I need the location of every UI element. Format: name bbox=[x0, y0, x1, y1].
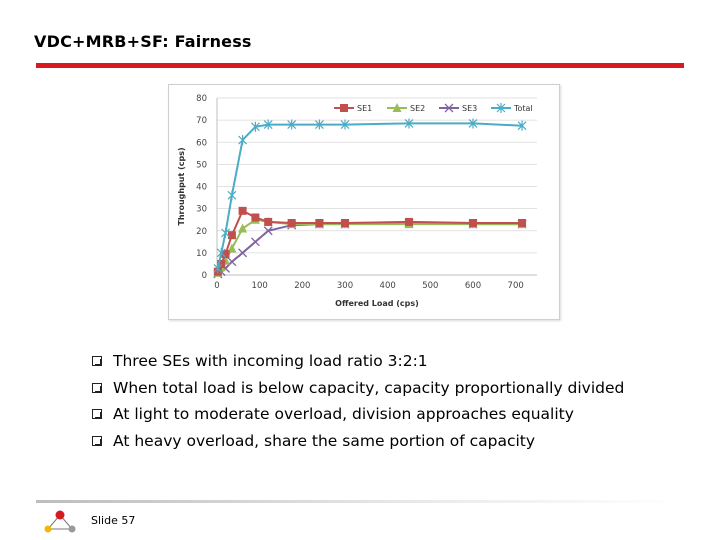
bullet-list: Three SEs with incoming load ratio 3:2:1… bbox=[92, 348, 624, 454]
data-point-total bbox=[314, 119, 324, 130]
data-point-total bbox=[340, 119, 350, 130]
bullet-text: At light to moderate overload, division … bbox=[113, 405, 574, 423]
data-point-se1 bbox=[217, 259, 226, 268]
bullet-text: When total load is below capacity, capac… bbox=[113, 378, 625, 397]
data-point-se1 bbox=[221, 249, 230, 258]
legend-marker-se3 bbox=[444, 103, 454, 113]
y-tick-label: 10 bbox=[196, 249, 207, 259]
data-point-se2 bbox=[227, 243, 237, 253]
data-point-se1 bbox=[405, 217, 413, 226]
data-point-total bbox=[468, 118, 478, 129]
data-point-se1 bbox=[227, 231, 236, 240]
data-point-se1 bbox=[287, 219, 296, 228]
data-point-se1 bbox=[341, 219, 349, 228]
checkbox-bullet-icon bbox=[92, 382, 102, 393]
bullet-item: When total load is below capacity, capac… bbox=[92, 375, 624, 402]
data-point-se1 bbox=[264, 217, 273, 226]
data-point-total bbox=[263, 119, 273, 130]
bullet-item: Three SEs with incoming load ratio 3:2:1 bbox=[92, 348, 624, 375]
y-tick-label: 0 bbox=[202, 271, 207, 281]
chart-panel: 0 10 20 30 40 50 60 70 80 0 100 200 300 400 500 600 700 O… bbox=[168, 84, 560, 320]
data-point-total bbox=[517, 120, 527, 131]
slide-number: Slide 57 bbox=[91, 514, 136, 527]
checkbox-bullet-icon bbox=[92, 409, 102, 419]
throughput-chart: 0 10 20 30 40 50 60 70 80 0 100 200 300 400 500 600 700 O… bbox=[177, 94, 537, 308]
data-point-se2 bbox=[238, 223, 248, 233]
data-point-total bbox=[250, 121, 260, 132]
network-logo-icon bbox=[44, 510, 76, 533]
data-point-total bbox=[216, 247, 226, 258]
bullet-text: Three SEs with incoming load ratio 3:2:1 bbox=[113, 352, 428, 370]
y-tick-label: 20 bbox=[196, 227, 207, 237]
bullet-item: At light to moderate overload, division … bbox=[92, 401, 624, 428]
data-point-se1 bbox=[238, 206, 247, 215]
legend-label-total: Total bbox=[513, 104, 533, 113]
data-point-total bbox=[213, 263, 223, 274]
data-point-se1 bbox=[315, 219, 324, 228]
y-tick-label: 70 bbox=[196, 116, 207, 126]
y-tick-label: 80 bbox=[196, 94, 207, 104]
series-line-total bbox=[216, 122, 523, 269]
legend-label-se3: SE3 bbox=[462, 104, 477, 113]
data-point-se1 bbox=[518, 219, 527, 228]
x-tick-label: 0 bbox=[214, 281, 219, 291]
legend-marker-se2 bbox=[392, 103, 402, 112]
bullet-item: At heavy overload, share the same portio… bbox=[92, 428, 624, 455]
legend-marker-total bbox=[496, 103, 506, 113]
x-tick-label: 700 bbox=[508, 281, 524, 291]
checkbox-bullet-icon bbox=[92, 435, 102, 446]
x-tick-label: 500 bbox=[422, 281, 438, 291]
legend-label-se2: SE2 bbox=[410, 104, 425, 113]
title-divider bbox=[36, 63, 684, 68]
y-axis-title: Throughput (cps) bbox=[177, 147, 186, 225]
y-tick-label: 60 bbox=[196, 138, 207, 148]
bullet-text: At heavy overload, share the same portio… bbox=[113, 431, 536, 450]
data-point-se3 bbox=[263, 226, 273, 236]
legend-marker-se1 bbox=[340, 104, 348, 112]
y-tick-label: 40 bbox=[196, 183, 207, 193]
data-point-se1 bbox=[251, 213, 260, 222]
x-axis-title: Offered Load (cps) bbox=[335, 299, 419, 308]
data-point-se1 bbox=[469, 219, 477, 228]
footer-divider bbox=[36, 500, 684, 503]
y-tick-label: 30 bbox=[196, 205, 207, 215]
y-tick-label: 50 bbox=[196, 160, 207, 170]
x-tick-label: 300 bbox=[337, 281, 353, 291]
x-tick-label: 600 bbox=[465, 281, 481, 291]
x-tick-label: 100 bbox=[252, 281, 268, 291]
legend-label-se1: SE1 bbox=[357, 104, 372, 113]
data-point-se3 bbox=[238, 248, 248, 258]
x-tick-label: 400 bbox=[380, 281, 396, 291]
data-point-total bbox=[221, 227, 230, 238]
data-point-total bbox=[287, 119, 297, 130]
checkbox-bullet-icon bbox=[92, 356, 102, 366]
data-point-total bbox=[238, 135, 248, 146]
data-point-se3 bbox=[250, 237, 260, 247]
data-point-total bbox=[404, 118, 414, 129]
slide-title: VDC+MRB+SF: Fairness bbox=[34, 32, 252, 51]
x-tick-label: 200 bbox=[294, 281, 310, 291]
data-point-total bbox=[227, 190, 237, 201]
